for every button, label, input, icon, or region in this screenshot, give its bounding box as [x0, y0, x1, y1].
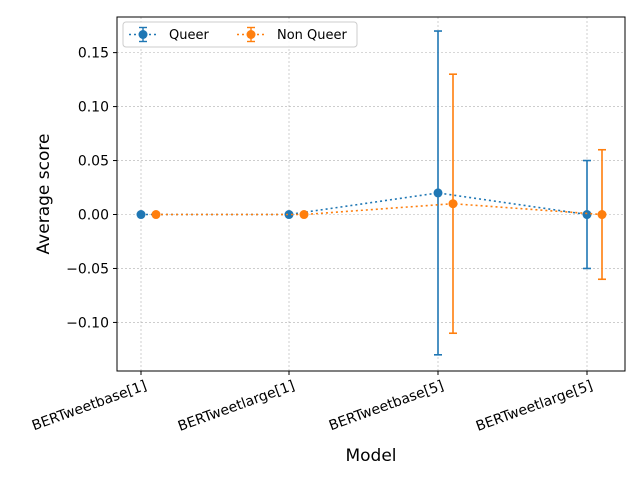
y-tick-label: −0.10: [66, 315, 109, 331]
data-point: [284, 210, 294, 220]
data-point: [136, 210, 146, 220]
series-line: [156, 202, 603, 216]
y-tick-label: 0.15: [78, 46, 109, 62]
legend-label: Queer: [169, 28, 209, 43]
y-axis-ticks: −0.10 −0.05 0.00 0.05 0.10 0.15: [66, 46, 117, 331]
x-tick-label: BERTweetlarge[5]: [474, 378, 595, 435]
data-point: [433, 188, 443, 198]
series-line: [141, 192, 588, 216]
legend-marker: [138, 30, 148, 39]
data-point: [299, 210, 309, 220]
x-tick-label: BERTweetbase[5]: [327, 378, 446, 434]
data-point: [448, 199, 458, 209]
series-queer: [136, 30, 592, 356]
legend-entry: Non Queer: [237, 26, 348, 43]
x-tick-label: BERTweetlarge[1]: [176, 378, 297, 435]
data-point: [151, 210, 161, 220]
legend-box: [122, 21, 358, 48]
x-axis-ticks: BERTweetbase[1] BERTweetlarge[1] BERTweetb…: [30, 371, 595, 435]
series-non-queer: [151, 73, 607, 335]
y-tick-label: 0.05: [78, 154, 109, 170]
y-tick-label: −0.05: [66, 261, 109, 277]
legend-marker: [246, 30, 256, 39]
y-tick-label: 0.10: [78, 100, 109, 116]
grid-lines: [117, 17, 625, 371]
data-point: [582, 210, 592, 220]
y-tick-label: 0.00: [78, 208, 109, 224]
plot-frame: [116, 16, 626, 372]
data-point: [597, 210, 607, 220]
plot-area: [136, 30, 607, 356]
x-tick-label: BERTweetbase[1]: [30, 378, 149, 434]
legend: Queer Non Queer: [122, 21, 358, 48]
legend-label: Non Queer: [277, 28, 348, 43]
legend-entry: Queer: [129, 26, 209, 43]
y-axis-label: Average score: [34, 134, 54, 255]
x-axis-label: Model: [345, 446, 396, 466]
